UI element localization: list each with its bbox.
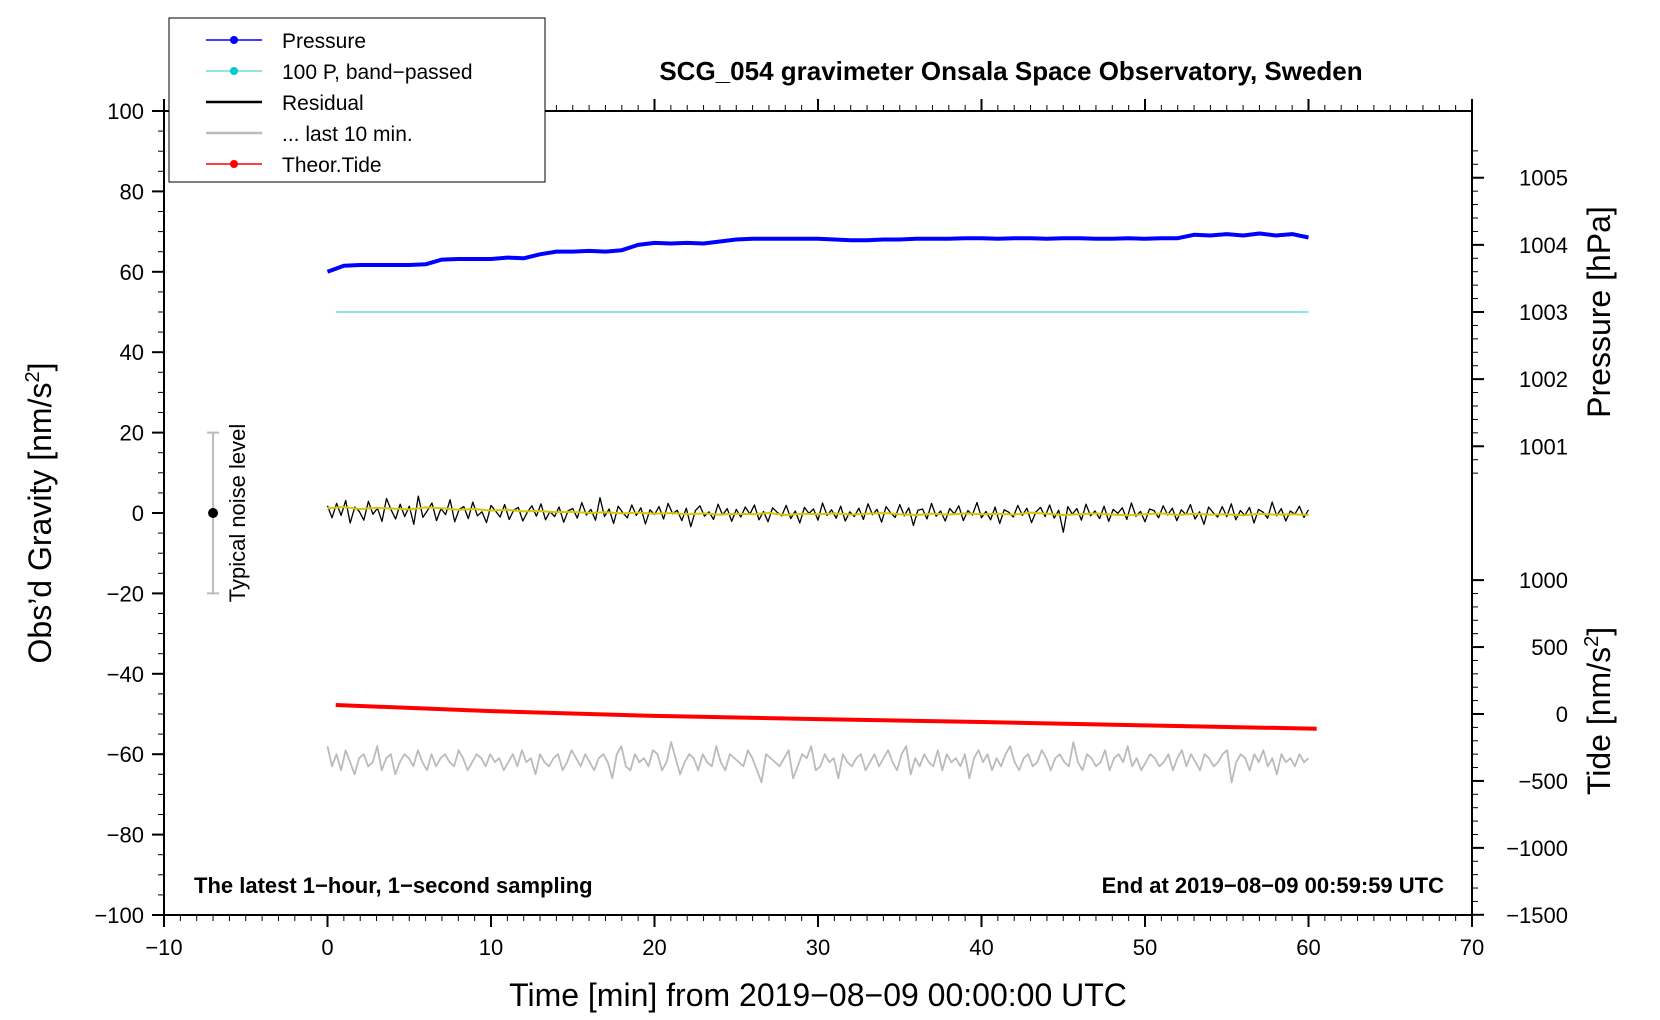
legend-label: Pressure (282, 30, 366, 53)
x-tick-label: 0 (321, 935, 333, 960)
pressure-line (326, 231, 1309, 274)
series-layer (326, 231, 1317, 784)
pressure-tick-label: 1001 (1519, 434, 1568, 459)
x-tick-label: 70 (1460, 935, 1484, 960)
tide-tick-label: −1000 (1506, 836, 1568, 861)
legend-label: ... last 10 min. (282, 123, 413, 146)
legend: Pressure 100 P, band−passed Residual ... la… (168, 17, 546, 183)
y-tick-label: 40 (120, 340, 144, 365)
annotation-end-time: End at 2019−08−09 00:59:59 UTC (1102, 873, 1445, 898)
x-axis-ticks: −10 0 10 20 30 40 50 60 70 (145, 99, 1484, 960)
legend-swatch-marker (230, 36, 238, 44)
legend-swatch-marker (230, 160, 238, 168)
legend-label: 100 P, band−passed (282, 61, 473, 84)
residual-smoothed-line (327, 506, 1309, 517)
y-tick-label: −60 (107, 742, 144, 767)
y-axis-title-tide: Tide [nm/s2] (1581, 627, 1617, 795)
legend-box (168, 17, 546, 183)
legend-swatch-marker (230, 67, 238, 75)
y-tick-label: 0 (132, 501, 144, 526)
y-tick-label: 20 (120, 421, 144, 446)
minor-ticks (158, 105, 1473, 921)
x-tick-label: 30 (806, 935, 830, 960)
chart-title: SCG_054 gravimeter Onsala Space Observat… (659, 56, 1362, 86)
tide-tick-label: 0 (1556, 702, 1568, 727)
y-axis-title-main: Obs’d Gravity [nm/s2] (22, 363, 58, 664)
tide-axis-ticks: −1500 −1000 −500 0 500 1000 (1472, 568, 1568, 928)
pressure-tick-label: 1005 (1519, 166, 1568, 191)
theoretical-tide-line (335, 703, 1317, 731)
tide-tick-label: −500 (1518, 769, 1568, 794)
y-axis-ticks: −100 −80 −60 −40 −20 0 20 40 60 80 100 (94, 99, 164, 928)
residual-line (326, 495, 1310, 533)
y-tick-label: −20 (107, 581, 144, 606)
annotation-sampling: The latest 1−hour, 1−second sampling (194, 873, 593, 898)
pressure-tick-label: 1004 (1519, 233, 1568, 258)
noise-bar: Typical noise level (207, 424, 250, 603)
x-tick-label: 10 (479, 935, 503, 960)
tide-tick-label: 1000 (1519, 568, 1568, 593)
y-tick-label: 100 (107, 99, 144, 124)
y-tick-label: −80 (107, 823, 144, 848)
y-axis-title-pressure: Pressure [hPa] (1581, 206, 1617, 418)
tide-tick-label: −1500 (1506, 903, 1568, 928)
tide-tick-label: 500 (1531, 635, 1568, 660)
pressure-axis-ticks: 1001 1002 1003 1004 1005 (1472, 150, 1568, 474)
y-tick-label: 80 (120, 179, 144, 204)
x-tick-label: 40 (969, 935, 993, 960)
y-tick-label: 60 (120, 260, 144, 285)
y-tick-label: −100 (94, 903, 144, 928)
x-tick-label: −10 (145, 935, 182, 960)
noise-bar-center-dot (208, 508, 219, 518)
noise-bar-label: Typical noise level (225, 424, 250, 603)
legend-label: Residual (282, 92, 364, 115)
y-tick-label: −40 (107, 662, 144, 687)
pressure-tick-label: 1002 (1519, 367, 1568, 392)
x-tick-label: 20 (642, 935, 666, 960)
x-tick-label: 60 (1296, 935, 1320, 960)
legend-label: Theor.Tide (282, 154, 382, 177)
x-axis-title: Time [min] from 2019−08−09 00:00:00 UTC (509, 977, 1127, 1013)
x-tick-label: 50 (1133, 935, 1157, 960)
last-10-min-line (326, 741, 1310, 784)
pressure-tick-label: 1003 (1519, 300, 1568, 325)
